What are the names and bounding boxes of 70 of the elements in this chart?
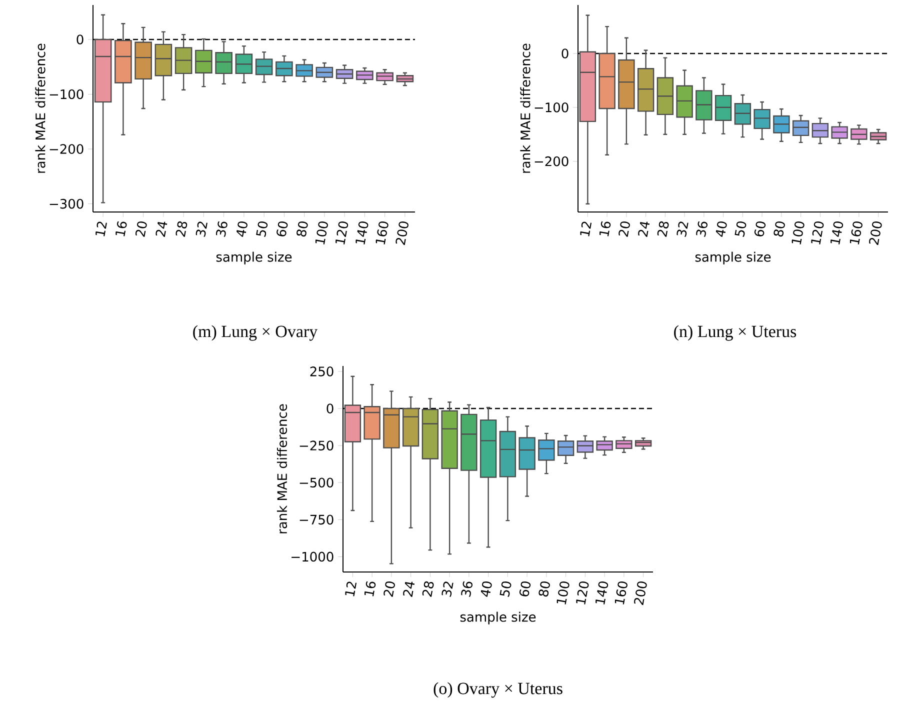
- x-tick-label: 120: [336, 221, 348, 244]
- y-tick-label: 0: [562, 48, 568, 58]
- x-tick-label: 120: [576, 581, 589, 604]
- x-tick-label: 120: [811, 221, 824, 244]
- x-tick-label: 100: [315, 221, 328, 244]
- x-tick-label: 200: [396, 221, 408, 246]
- x-tick-label: 40: [716, 221, 727, 237]
- x-tick-label: 16: [364, 581, 376, 596]
- x-tick-label: 140: [356, 221, 368, 244]
- y-tick-label: 0: [76, 34, 84, 44]
- y-tick-label: −250: [300, 440, 334, 450]
- x-tick-label: 12: [580, 222, 592, 236]
- x-axis-title: sample size: [695, 252, 771, 264]
- y-axis-title: rank MAE difference: [276, 404, 288, 534]
- y-tick-label: 0: [326, 404, 334, 414]
- x-tick-label: 50: [500, 581, 512, 597]
- x-tick-label: 50: [256, 221, 268, 237]
- x-tick-label: 60: [519, 581, 531, 596]
- x-tick-label: 50: [734, 221, 746, 237]
- x-tick-label: 100: [792, 221, 804, 244]
- x-axis-title: sample size: [460, 612, 536, 624]
- x-tick-label: 60: [754, 221, 766, 236]
- text: (n) Lung × Uterus: [674, 325, 796, 341]
- y-tick-label: −100: [50, 89, 84, 100]
- x-tick-label: 24: [156, 222, 168, 237]
- y-tick-label: −100: [534, 102, 568, 112]
- x-tick-label: 40: [236, 221, 248, 237]
- y-axis-title: rank MAE difference: [35, 44, 46, 173]
- x-tick-label: 16: [600, 221, 611, 236]
- y-axis-title: rank MAE difference: [520, 44, 530, 173]
- x-tick-label: 16: [116, 221, 127, 236]
- x-tick-label: 60: [276, 221, 288, 236]
- text: (o) Ovary × Uterus: [434, 682, 562, 698]
- x-tick-label: 36: [461, 581, 472, 597]
- x-tick-label: 140: [830, 221, 844, 244]
- x-tick-label: 28: [176, 221, 188, 237]
- x-tick-label: 100: [556, 581, 570, 604]
- x-tick-label: 32: [196, 222, 208, 237]
- x-tick-label: 28: [657, 221, 669, 237]
- x-tick-label: 20: [136, 221, 147, 237]
- x-tick-label: 20: [384, 581, 395, 597]
- y-tick-label: −200: [50, 144, 84, 154]
- x-tick-label: 200: [869, 221, 882, 246]
- x-tick-label: 24: [403, 582, 415, 597]
- y-tick-label: 250: [310, 366, 334, 376]
- x-tick-label: 12: [96, 222, 107, 236]
- x-tick-label: 80: [296, 221, 308, 237]
- y-tick-label: −200: [534, 156, 568, 166]
- x-tick-label: 24: [638, 222, 650, 237]
- x-tick-label: 200: [634, 581, 647, 606]
- x-tick-label: 80: [538, 581, 550, 597]
- y-tick-label: −300: [50, 198, 84, 209]
- x-tick-label: 32: [442, 582, 454, 597]
- y-tick-label: −1000: [292, 552, 334, 562]
- x-tick-label: 36: [696, 221, 708, 237]
- x-tick-label: 160: [376, 221, 388, 244]
- y-tick-label: −500: [300, 478, 334, 488]
- x-tick-label: 80: [774, 221, 785, 237]
- x-tick-label: 40: [480, 581, 492, 597]
- x-tick-label: 36: [216, 221, 228, 237]
- x-tick-label: 20: [618, 221, 630, 237]
- x-tick-label: 160: [614, 581, 628, 604]
- x-tick-label: 140: [596, 581, 608, 604]
- x-tick-label: 28: [422, 581, 434, 597]
- y-tick-label: −750: [300, 514, 334, 525]
- x-tick-label: 32: [676, 222, 688, 237]
- text: (m) Lung × Ovary: [193, 325, 318, 341]
- x-tick-label: 160: [850, 221, 862, 244]
- x-tick-label: 12: [345, 582, 357, 596]
- x-axis-title: sample size: [216, 252, 292, 264]
